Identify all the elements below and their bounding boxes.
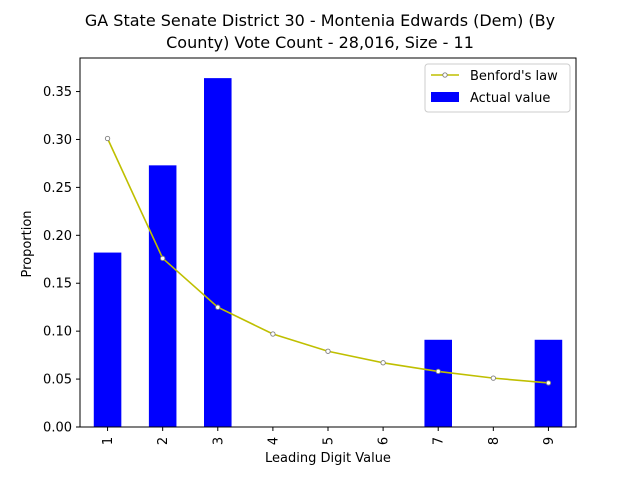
x-axis-label: Leading Digit Value	[265, 451, 391, 466]
bars-group	[93, 78, 563, 428]
y-tick-label: 0.20	[43, 229, 72, 244]
benford-point-1	[104, 135, 111, 142]
y-tick-label: 0.25	[43, 181, 72, 196]
benford-point-2	[160, 255, 166, 261]
x-tick-label: 6	[377, 437, 392, 445]
bar-digit-2	[148, 165, 177, 427]
bar-digit-7	[424, 339, 452, 427]
benford-point-8	[490, 375, 496, 381]
chart-title-line-2: County) Vote Count - 28,016, Size - 11	[166, 33, 474, 52]
benford-point-4	[270, 331, 276, 337]
x-tick-label: 8	[487, 437, 502, 445]
x-tick-label: 1	[101, 437, 116, 445]
benford-point-7	[435, 368, 441, 375]
benford-point-5	[325, 348, 331, 354]
chart-title-line-1: GA State Senate District 30 - Montenia E…	[84, 11, 556, 30]
legend: Benford's law Actual value	[424, 63, 571, 113]
legend-line-marker	[442, 72, 448, 78]
legend-bar-swatch	[431, 92, 459, 102]
y-tick-label: 0.35	[43, 85, 72, 100]
x-tick-label: 4	[266, 437, 281, 445]
benford-point-3	[215, 304, 221, 310]
x-tick-label: 7	[432, 437, 447, 445]
y-tick-label: 0.05	[43, 373, 72, 388]
x-tick-label: 9	[542, 437, 557, 445]
y-axis-label: Proportion	[20, 210, 35, 277]
legend-box	[424, 63, 571, 113]
x-tick-label: 2	[156, 437, 171, 445]
y-tick-label: 0.00	[43, 421, 72, 436]
x-tick-label: 3	[211, 437, 226, 445]
legend-label-actual: Actual value	[470, 91, 550, 106]
legend-label-benford: Benford's law	[470, 69, 558, 84]
y-tick-label: 0.10	[43, 325, 72, 340]
benford-point-6	[380, 360, 386, 366]
axes-group: 0.00 0.05 0.10 0.15 0.20 0.25 0.30 0.35 1 2 3 4 5 6 7 8…	[43, 57, 577, 445]
x-tick-label: 5	[322, 437, 337, 445]
benford-line-group	[104, 135, 552, 386]
bar-digit-1	[93, 252, 122, 427]
y-tick-label: 0.15	[43, 277, 72, 292]
benford-point-9	[545, 380, 552, 386]
y-tick-label: 0.30	[43, 133, 72, 148]
bar-digit-3	[204, 78, 232, 428]
